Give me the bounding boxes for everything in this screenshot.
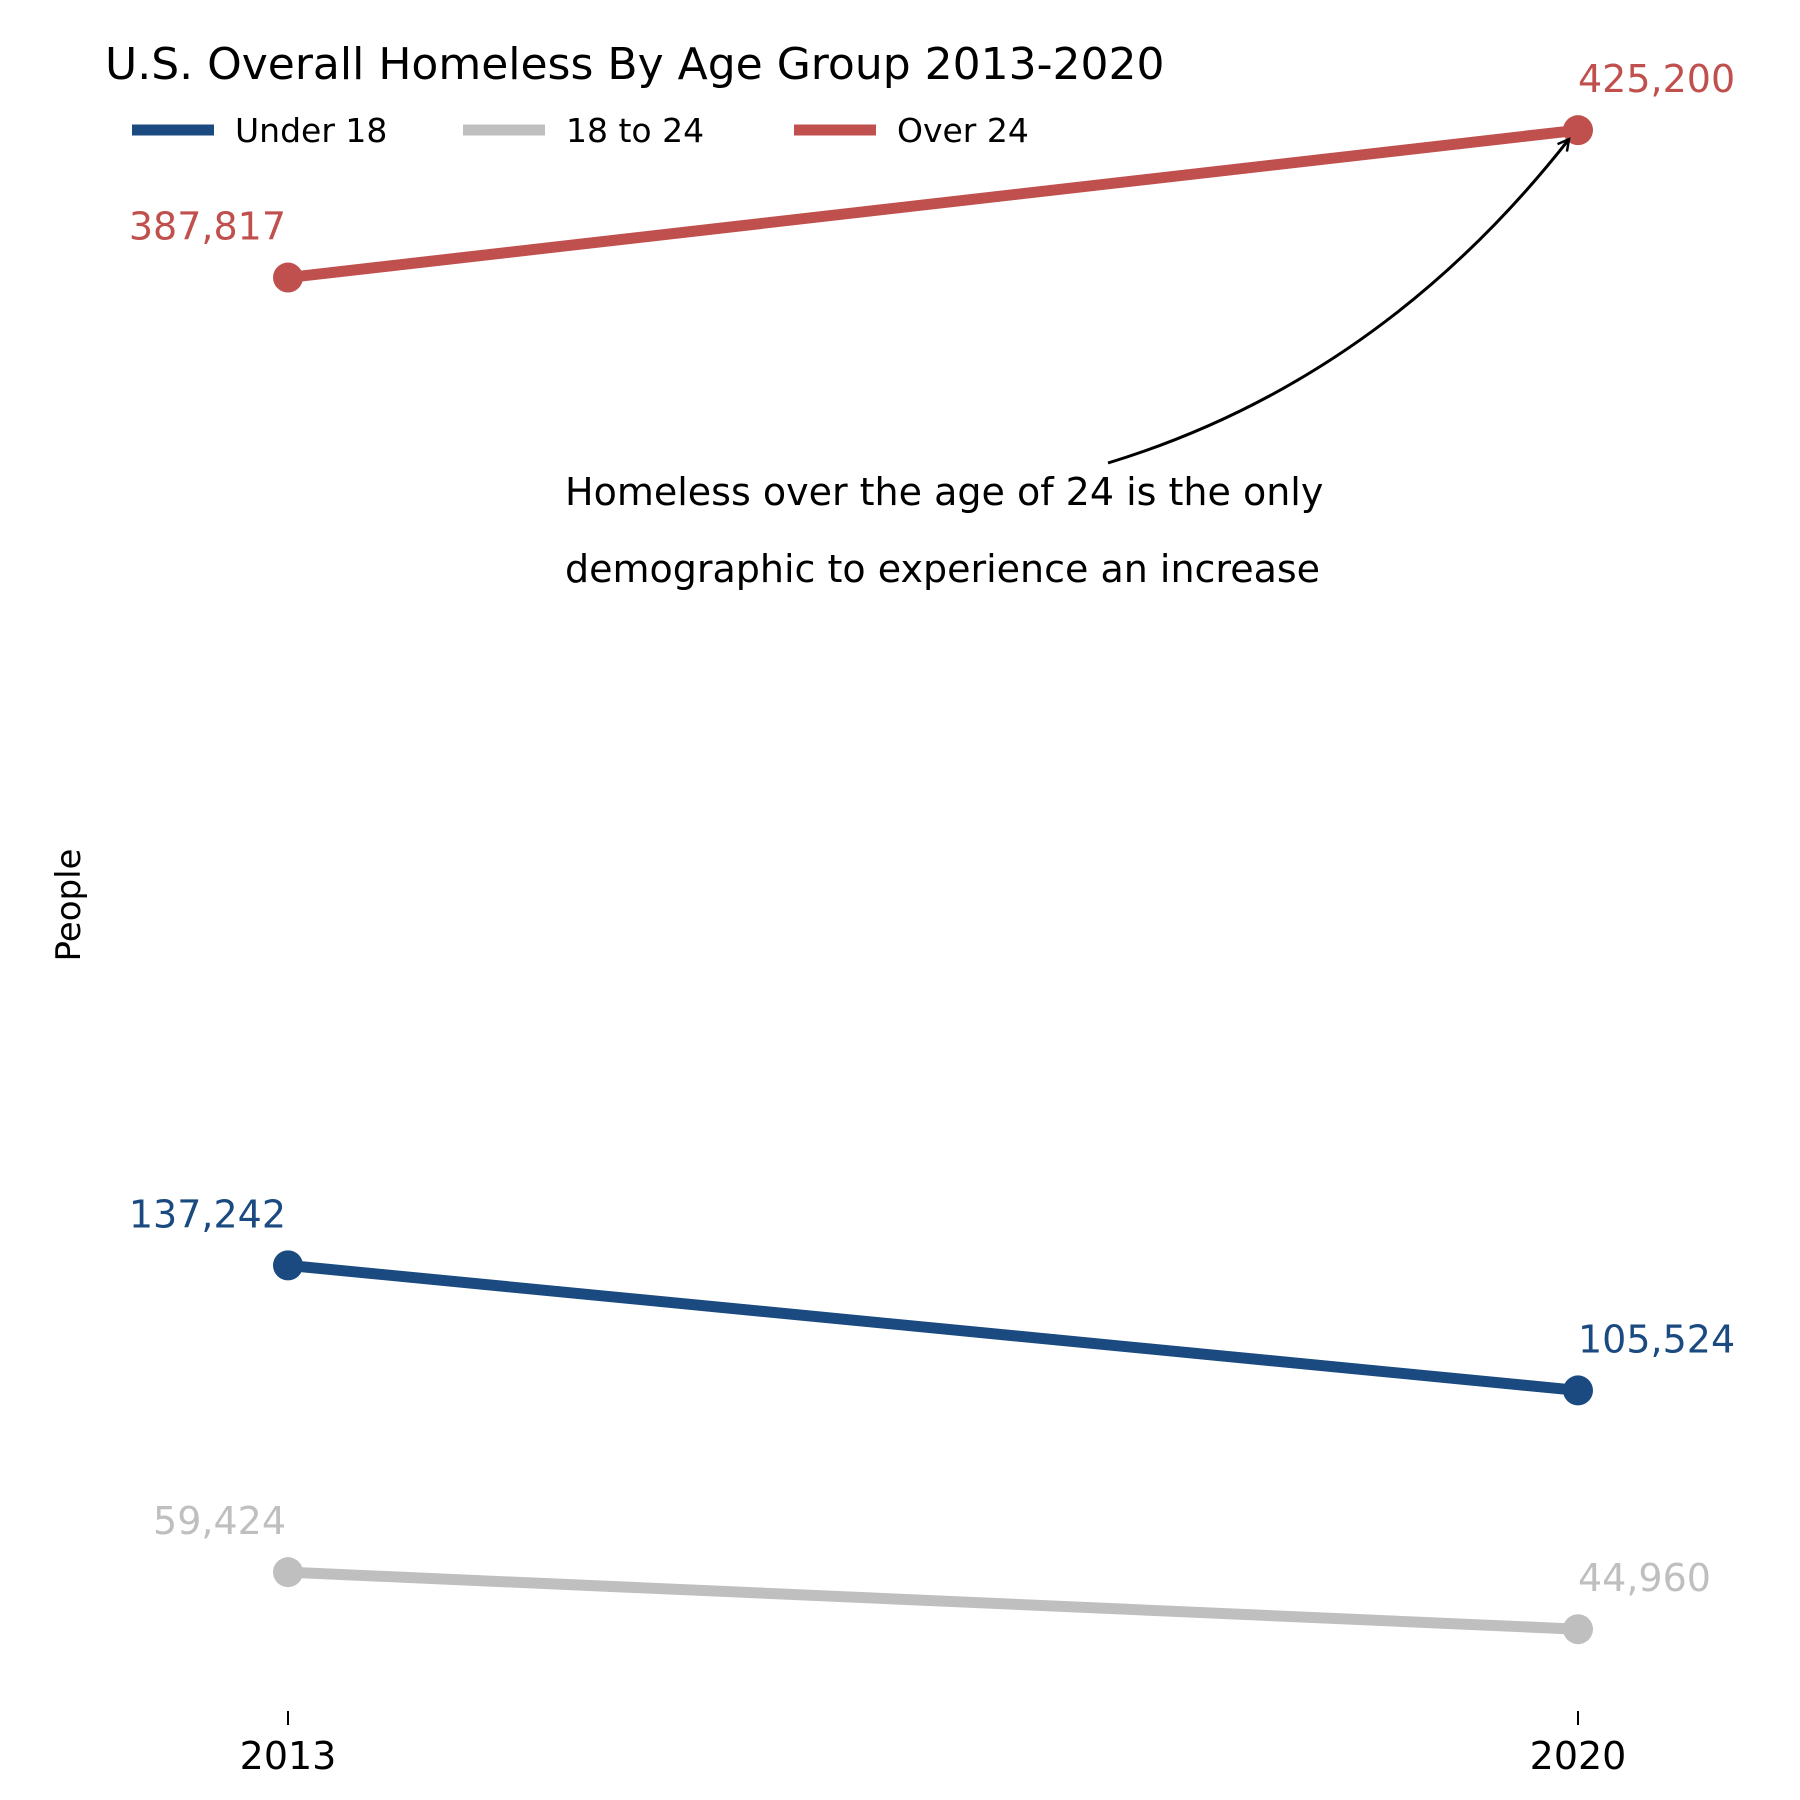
legend-label: Over 24 <box>897 111 1029 150</box>
series-18-to-24: 59,424 44,960 <box>153 1499 1711 1645</box>
series-layer: 137,242 105,524 59,424 44,960 387,817 425,200 <box>129 57 1735 1645</box>
data-label-18-to-24-2013: 59,424 <box>153 1499 286 1543</box>
data-label-over-24-2013: 387,817 <box>129 205 286 249</box>
chart-title: U.S. Overall Homeless By Age Group 2013-… <box>105 39 1164 90</box>
series-under-18: 137,242 105,524 <box>129 1192 1735 1406</box>
x-axis: 2013 2020 <box>240 1711 1627 1778</box>
legend-label: 18 to 24 <box>566 111 704 150</box>
legend: Under 18 18 to 24 Over 24 <box>132 111 1029 150</box>
series-line-under-18 <box>287 1259 1579 1396</box>
legend-item-18-to-24: 18 to 24 <box>463 111 704 150</box>
annotation-text-line-2: demographic to experience an increase <box>565 547 1320 591</box>
data-point-18-to-24-2013 <box>273 1557 303 1588</box>
data-label-18-to-24-2020: 44,960 <box>1578 1556 1711 1600</box>
annotation-arrow <box>1107 139 1569 465</box>
data-label-under-18-2013: 137,242 <box>129 1192 286 1236</box>
data-point-under-18-2013 <box>273 1250 303 1281</box>
series-over-24: 387,817 425,200 <box>129 57 1735 293</box>
data-point-over-24-2013 <box>273 262 303 293</box>
legend-label: Under 18 <box>235 111 387 150</box>
data-point-18-to-24-2020 <box>1563 1614 1593 1645</box>
legend-item-over-24: Over 24 <box>794 111 1029 150</box>
legend-item-under-18: Under 18 <box>132 111 387 150</box>
annotation: Homeless over the age of 24 is the only d… <box>565 139 1569 591</box>
series-line-over-24 <box>287 124 1579 284</box>
x-tick-label-2013: 2013 <box>240 1734 337 1778</box>
x-tick-label-2020: 2020 <box>1530 1734 1627 1778</box>
data-point-under-18-2020 <box>1563 1375 1593 1406</box>
data-label-over-24-2020: 425,200 <box>1578 57 1735 101</box>
annotation-text-line-1: Homeless over the age of 24 is the only <box>565 470 1323 514</box>
y-axis-label: People <box>49 849 89 962</box>
data-label-under-18-2020: 105,524 <box>1578 1317 1735 1361</box>
series-line-18-to-24 <box>287 1566 1579 1635</box>
